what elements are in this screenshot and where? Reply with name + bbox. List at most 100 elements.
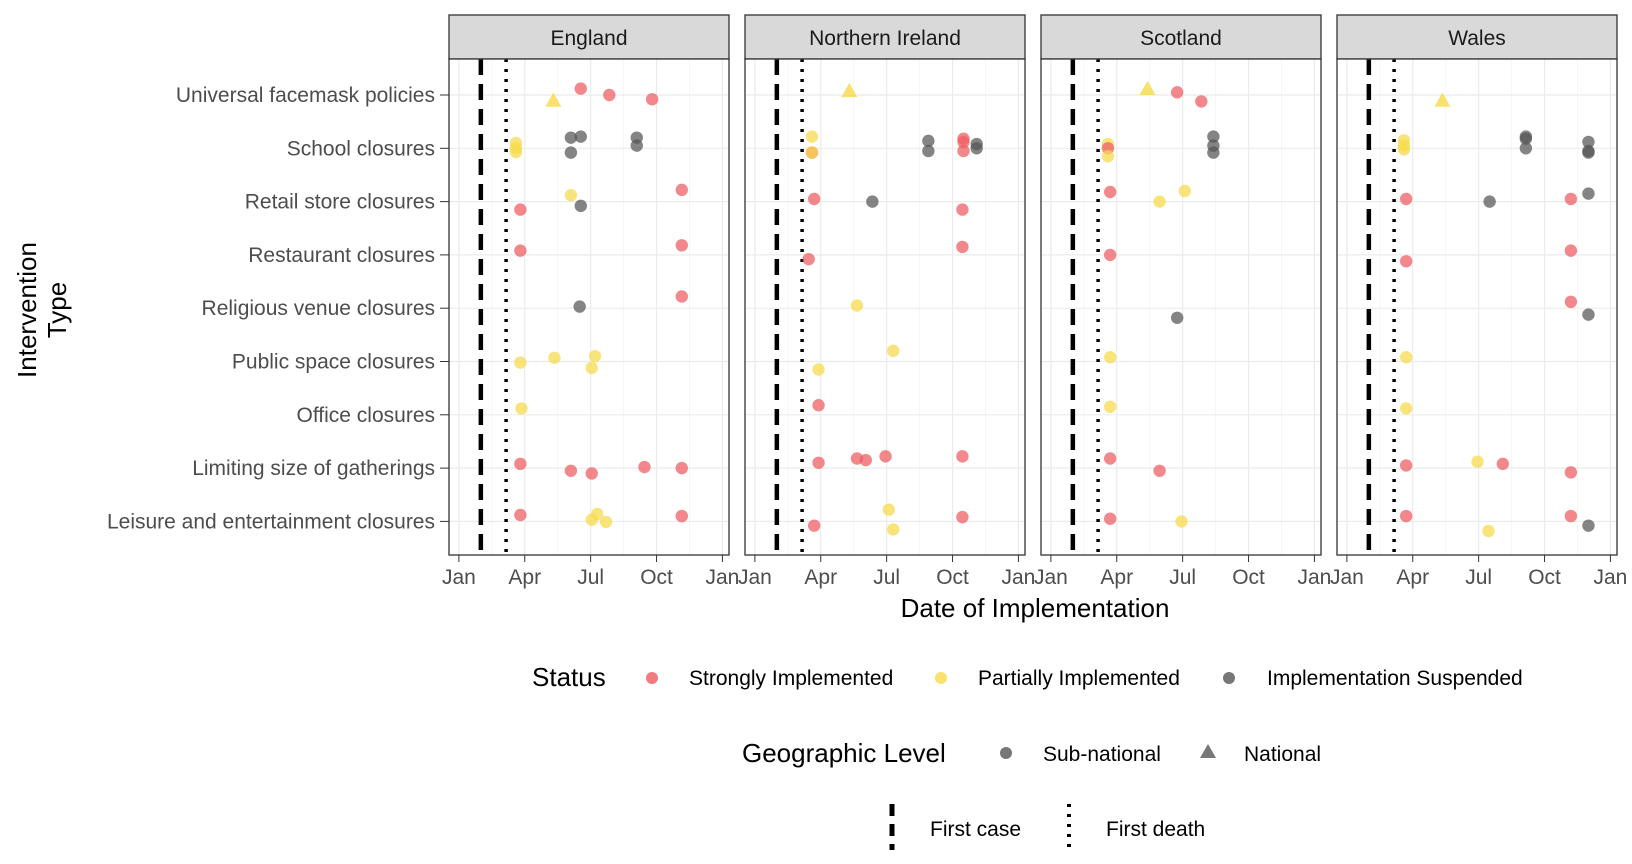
data-point-northern-ireland-1 [805,130,819,143]
data-point-england-15 [675,183,688,197]
data-point-northern-ireland-4 [922,134,935,148]
legend-swatch-national [1200,744,1216,758]
data-point-northern-ireland-15 [956,240,969,254]
y-tick-label-school-closures: School closures [287,137,435,160]
data-point-england-17 [675,239,688,252]
x-tick-label-jan: Jan [1034,566,1068,589]
data-point-scotland-8 [1207,146,1220,159]
data-point-wales-7 [1582,135,1595,149]
facet-panels: England Jan Apr Jul Oct Jan Northern Ireland Ja… [442,14,1627,589]
data-point-england-23 [585,361,598,375]
facet-strip-label-northern-ireland: Northern Ireland [809,27,961,50]
data-point-england-12 [514,203,527,216]
data-point-scotland-1 [1170,86,1184,99]
data-point-england-8 [574,130,587,143]
data-point-wales-19 [1399,402,1413,415]
data-point-scotland-17 [1153,464,1166,477]
data-point-england-26 [564,464,578,477]
x-tick-label-jan: Jan [1001,566,1035,589]
data-point-england-7 [564,131,578,144]
x-tick-label-jul: Jul [577,566,604,589]
data-point-wales-16 [1564,295,1578,309]
data-point-wales-27 [1582,519,1595,532]
facet-wales: Wales Jan Apr Jul Oct Jan [1330,14,1627,589]
legend-swatch-strongly-implemented [646,672,658,684]
data-point-scotland-0 [1139,80,1156,96]
facet-strip [448,14,730,60]
facet-england: England Jan Apr Jul Oct Jan [442,14,739,589]
data-point-scotland-16 [1103,452,1117,465]
y-tick-label-retail-store-closures: Retail store closures [245,191,435,214]
y-tick-label-universal-facemask-policies: Universal facemask policies [176,84,435,107]
data-point-england-29 [675,461,688,475]
data-point-wales-10 [1399,192,1413,206]
data-point-northern-ireland-18 [887,344,900,358]
legend: Status Strongly Implemented Partially Im… [532,662,1523,850]
data-point-northern-ireland-27 [887,523,900,536]
facet-northern-ireland: Northern Ireland Jan Apr Jul Oct Jan [738,14,1035,589]
data-point-northern-ireland-11 [807,192,821,206]
data-point-scotland-12 [1103,248,1117,262]
data-point-wales-24 [1399,509,1413,523]
x-tick-label-apr: Apr [508,566,541,589]
data-point-scotland-11 [1178,184,1192,198]
y-tick-label-leisure-and-entertainment-closures: Leisure and entertainment closures [107,510,435,533]
facet-scotland: Scotland Jan Apr Jul Oct Jan [1034,14,1331,589]
data-point-northern-ireland-22 [859,453,872,467]
legend-label-national: National [1244,743,1321,766]
data-point-england-25 [514,457,527,471]
x-tick-label-jan: Jan [1593,566,1627,589]
legend-label-strongly-implemented: Strongly Implemented [689,667,893,690]
data-point-northern-ireland-19 [812,399,825,412]
data-point-scotland-19 [1175,515,1188,528]
data-point-england-2 [603,88,616,102]
data-point-england-14 [574,199,587,213]
panel-background [745,59,1025,555]
data-point-wales-13 [1582,187,1595,200]
data-point-northern-ireland-28 [956,510,969,524]
x-tick-label-jan: Jan [705,566,739,589]
data-point-wales-11 [1483,195,1496,208]
y-tick-label-office-closures: Office closures [297,404,436,427]
data-point-england-27 [585,467,598,480]
panel-background [1337,59,1617,555]
y-tick-label-limiting-size-of-gatherings: Limiting size of gatherings [192,457,435,480]
legend-swatch-sub-national [1000,747,1012,759]
legend-label-first-death: First death [1106,818,1205,841]
x-tick-label-jan: Jan [1297,566,1331,589]
data-point-england-20 [514,356,527,369]
data-point-england-19 [675,290,688,303]
data-point-northern-ireland-26 [882,503,896,516]
panel-border [1336,58,1618,556]
y-axis: Universal facemask policies School closur… [107,84,449,533]
data-point-scotland-10 [1153,195,1166,208]
x-tick-label-oct: Oct [936,566,969,589]
data-point-northern-ireland-17 [812,363,825,376]
x-tick-label-jul: Jul [873,566,900,589]
data-point-wales-6 [1519,130,1533,143]
y-tick-label-religious-venue-closures: Religious venue closures [202,297,435,320]
data-point-wales-15 [1564,244,1578,257]
legend-label-partially-implemented: Partially Implemented [978,667,1180,690]
data-point-england-3 [645,93,659,106]
data-point-england-0 [545,92,562,107]
data-point-scotland-5 [1101,150,1115,163]
x-tick-label-jan: Jan [442,566,476,589]
data-point-wales-23 [1564,466,1578,479]
data-point-england-13 [564,189,578,202]
data-point-scotland-6 [1207,130,1220,143]
data-point-wales-3 [1397,143,1411,156]
data-point-scotland-18 [1103,512,1117,525]
y-tick-label-restaurant-closures: Restaurant closures [248,244,435,267]
data-point-northern-ireland-7 [957,135,970,149]
x-tick-label-apr: Apr [1100,566,1133,589]
y-axis-title-line-1: Intervention [12,242,42,378]
x-tick-label-apr: Apr [1396,566,1429,589]
data-point-wales-5 [1519,142,1533,155]
panel-background [1041,59,1321,555]
data-point-wales-0 [1434,92,1451,107]
facet-strip [1040,14,1322,60]
data-point-northern-ireland-25 [807,519,821,532]
data-point-wales-22 [1496,457,1510,471]
data-point-england-22 [588,349,602,363]
